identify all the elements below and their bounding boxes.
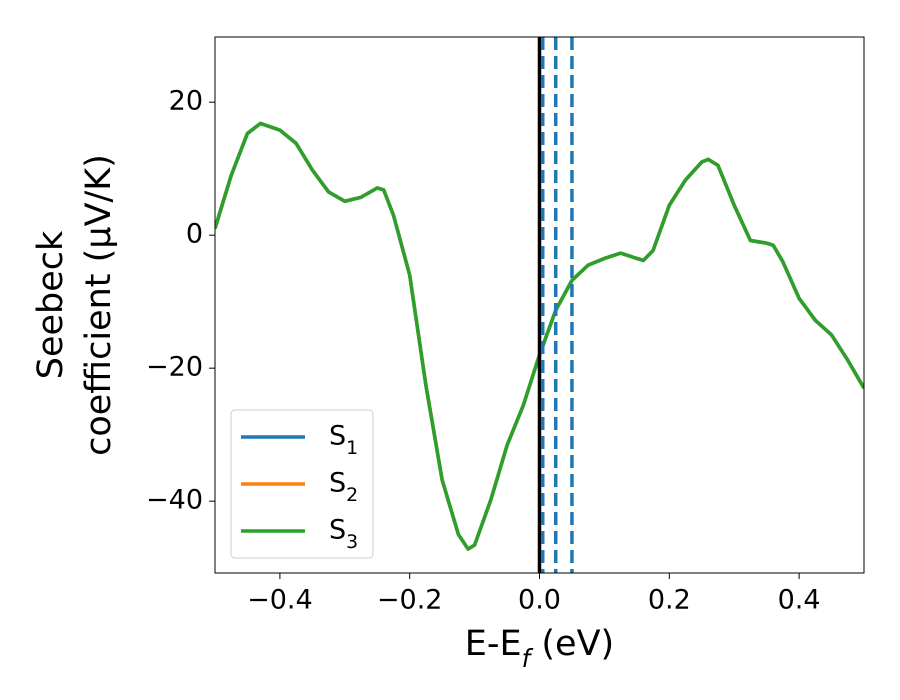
- x-tick-label: −0.4: [247, 585, 313, 616]
- x-tick-label: 0.2: [648, 585, 691, 616]
- x-axis-label: E-Ef (eV): [465, 624, 614, 673]
- y-axis-label: Seebeck: [31, 230, 71, 379]
- plot: [215, 37, 864, 573]
- y-axis-label: coefficient (μV/K): [79, 154, 119, 456]
- x-tick-label: −0.2: [377, 585, 443, 616]
- line-series: [215, 121, 864, 551]
- y-tick-label: 20: [169, 86, 203, 117]
- y-tick-label: −40: [146, 485, 203, 516]
- x-tick-label: 0.0: [518, 585, 561, 616]
- y-tick-label: −20: [146, 352, 203, 383]
- y-tick-label: 0: [186, 219, 203, 250]
- x-tick-label: 0.4: [778, 585, 821, 616]
